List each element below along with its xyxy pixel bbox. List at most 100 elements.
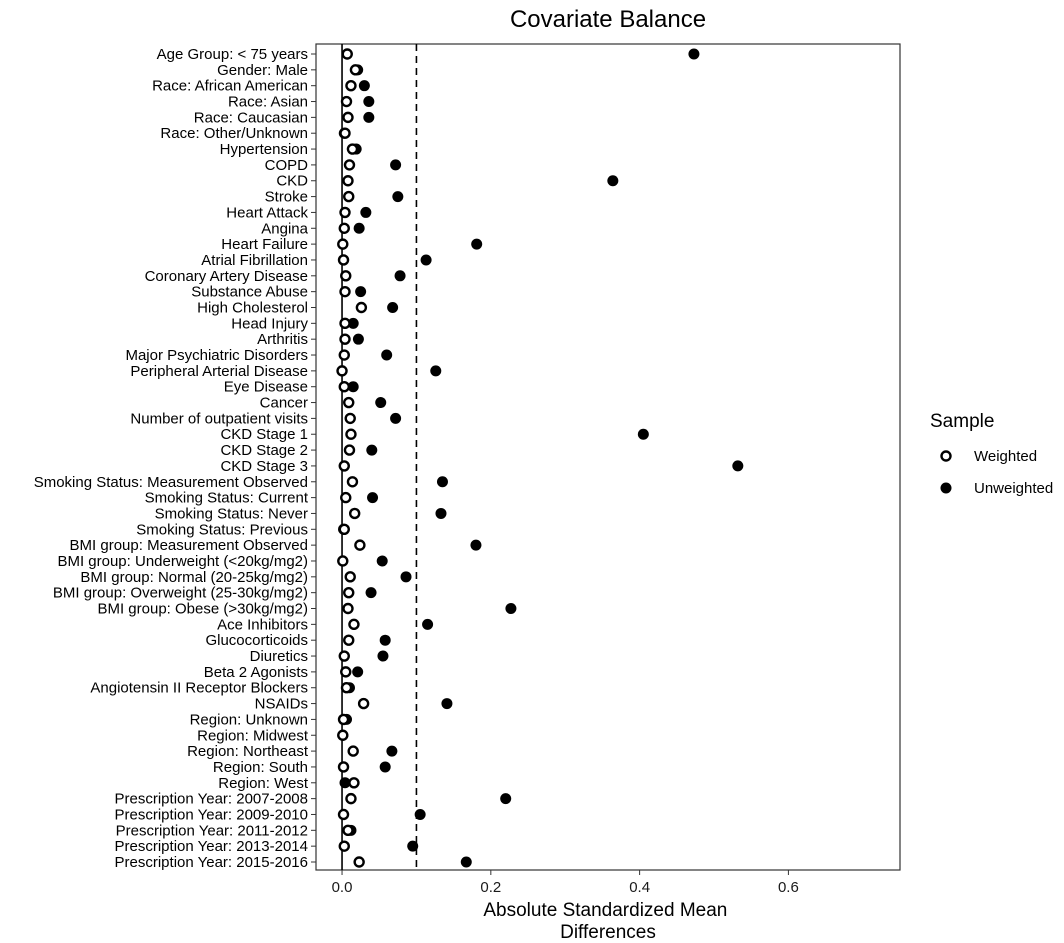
weighted-point bbox=[339, 206, 351, 219]
y-tick-label: BMI group: Underweight (<20kg/mg2) bbox=[57, 553, 308, 570]
unweighted-point bbox=[363, 111, 375, 123]
weighted-point bbox=[338, 349, 350, 361]
weighted-point bbox=[347, 745, 359, 757]
y-tick-label: Race: Other/Unknown bbox=[160, 125, 308, 142]
weighted-point bbox=[337, 555, 349, 567]
y-tick-label: Eye Disease bbox=[224, 379, 308, 396]
y-tick-label: Race: Asian bbox=[228, 94, 308, 111]
x-axis-label-line-1: Absolute Standardized Mean bbox=[483, 900, 727, 921]
y-tick-label: CKD Stage 1 bbox=[220, 426, 308, 443]
weighted-point bbox=[355, 301, 368, 314]
unweighted-point bbox=[366, 444, 378, 456]
y-axis-ticks bbox=[311, 53, 316, 863]
unweighted-point bbox=[367, 492, 379, 504]
unweighted-point bbox=[688, 48, 700, 60]
y-tick-label: Peripheral Arterial Disease bbox=[130, 363, 308, 380]
unweighted-point bbox=[394, 270, 406, 282]
y-tick-label: Prescription Year: 2007-2008 bbox=[115, 791, 308, 808]
x-axis-label: Absolute Standardized Mean Differences bbox=[483, 900, 732, 943]
weighted-point bbox=[346, 143, 359, 155]
y-tick-label: Smoking Status: Previous bbox=[136, 521, 308, 538]
y-tick-label: Race: African American bbox=[152, 78, 308, 95]
unweighted-point bbox=[471, 238, 483, 250]
unweighted-point bbox=[360, 206, 372, 218]
y-tick-label: Arthritis bbox=[257, 331, 308, 348]
unweighted-point bbox=[430, 365, 442, 377]
weighted-point bbox=[340, 270, 352, 282]
y-tick-label: Gender: Male bbox=[217, 62, 308, 79]
y-tick-label: Region: South bbox=[213, 759, 308, 776]
x-tick-label: 0.2 bbox=[480, 879, 501, 896]
weighted-point bbox=[345, 428, 357, 440]
weighted-point bbox=[342, 175, 354, 187]
weighted-point bbox=[339, 333, 351, 345]
weighted-point bbox=[340, 682, 353, 694]
weighted-point bbox=[338, 523, 350, 535]
y-tick-label: Prescription Year: 2009-2010 bbox=[115, 806, 308, 823]
y-tick-label: Cancer bbox=[260, 395, 308, 412]
y-tick-label: Smoking Status: Never bbox=[155, 505, 308, 522]
unweighted-point bbox=[400, 571, 412, 583]
y-tick-label: Head Injury bbox=[231, 315, 308, 332]
y-tick-label: Prescription Year: 2011-2012 bbox=[116, 822, 308, 839]
unweighted-point bbox=[441, 698, 453, 710]
y-tick-label: Diuretics bbox=[250, 648, 308, 665]
y-tick-label: BMI group: Overweight (25-30kg/mg2) bbox=[53, 585, 308, 602]
weighted-point bbox=[337, 761, 350, 773]
y-tick-label: Beta 2 Agonists bbox=[204, 664, 308, 681]
weighted-point bbox=[348, 507, 361, 520]
y-tick-label: Glucocorticoids bbox=[205, 632, 308, 649]
unweighted-point bbox=[379, 761, 391, 773]
unweighted-point bbox=[460, 856, 472, 868]
y-tick-label: Angina bbox=[261, 220, 308, 237]
y-tick-label: Atrial Fibrillation bbox=[201, 252, 308, 269]
legend-weighted-label: Weighted bbox=[974, 448, 1037, 465]
weighted-point bbox=[343, 586, 355, 599]
plot-panel bbox=[315, 43, 901, 871]
x-axis-label-line-2: Differences bbox=[560, 922, 656, 943]
unweighted-point bbox=[381, 349, 393, 361]
unweighted-point bbox=[390, 159, 402, 171]
weighted-point bbox=[338, 460, 350, 472]
y-tick-label: Hypertension bbox=[220, 141, 308, 158]
unweighted-point bbox=[358, 80, 370, 92]
unweighted-point bbox=[347, 381, 359, 393]
y-tick-label: High Cholesterol bbox=[197, 299, 308, 316]
unweighted-point bbox=[375, 397, 387, 409]
y-tick-label: Prescription Year: 2015-2016 bbox=[115, 854, 308, 871]
weighted-point bbox=[346, 476, 359, 488]
y-tick-label: COPD bbox=[265, 157, 309, 174]
weighted-point bbox=[337, 808, 350, 821]
y-tick-label: Region: West bbox=[218, 775, 309, 792]
weighted-point bbox=[348, 618, 360, 631]
unweighted-point bbox=[353, 222, 365, 234]
legend-weighted-marker bbox=[940, 450, 952, 462]
weighted-point bbox=[342, 111, 354, 124]
x-tick-label: 0.6 bbox=[778, 879, 799, 896]
weighted-point bbox=[354, 539, 366, 551]
weighted-point bbox=[337, 713, 350, 726]
y-tick-label: Race: Caucasian bbox=[194, 109, 308, 126]
unweighted-point bbox=[407, 840, 419, 852]
legend-unweighted-label: Unweighted bbox=[974, 480, 1053, 497]
y-tick-label: Coronary Artery Disease bbox=[145, 268, 308, 285]
unweighted-point bbox=[422, 618, 434, 630]
weighted-point bbox=[337, 238, 349, 250]
y-tick-label: CKD bbox=[276, 173, 308, 190]
unweighted-point bbox=[347, 317, 359, 329]
y-tick-label: Heart Attack bbox=[226, 204, 308, 221]
weighted-point bbox=[344, 571, 356, 583]
unweighted-point bbox=[376, 555, 388, 567]
y-tick-label: BMI group: Normal (20-25kg/mg2) bbox=[80, 569, 308, 586]
unweighted-point bbox=[365, 587, 377, 599]
weighted-point bbox=[343, 159, 356, 171]
weighted-point bbox=[345, 79, 357, 92]
weighted-point bbox=[343, 396, 355, 409]
unweighted-point bbox=[352, 666, 364, 678]
legend-title: Sample bbox=[930, 411, 994, 432]
unweighted-point bbox=[355, 286, 367, 298]
weighted-point bbox=[338, 222, 350, 234]
y-tick-label: Prescription Year: 2013-2014 bbox=[115, 838, 308, 855]
weighted-point bbox=[338, 381, 350, 393]
